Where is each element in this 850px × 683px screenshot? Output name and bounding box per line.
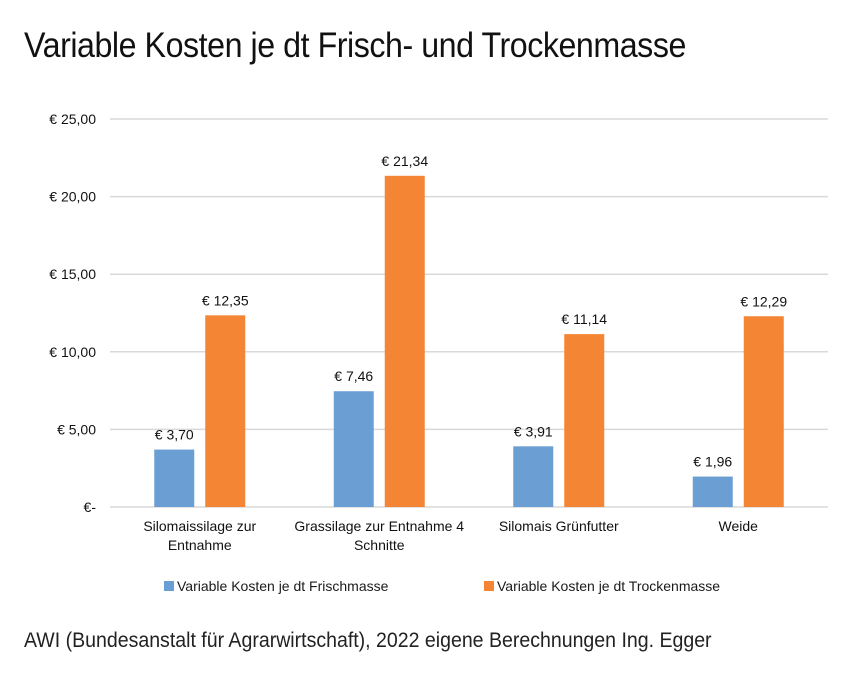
bar	[743, 316, 784, 507]
legend-swatch-frischmasse	[164, 581, 174, 591]
legend-item-frischmasse: Variable Kosten je dt Frischmasse	[164, 578, 388, 594]
y-tick-label: € 10,00	[49, 344, 96, 360]
bars	[154, 175, 784, 507]
legend-item-trockenmasse: Variable Kosten je dt Trockenmasse	[484, 578, 720, 594]
y-axis-ticks: €- € 5,00 € 10,00 € 15,00 € 20,00 € 25,00	[49, 111, 96, 515]
bar	[692, 476, 733, 507]
category-label: Silomais Grünfutter	[499, 518, 619, 534]
y-tick-label: € 15,00	[49, 266, 96, 282]
data-label: € 7,46	[334, 368, 373, 384]
legend-swatch-trockenmasse	[484, 581, 494, 591]
legend-label-frischmasse: Variable Kosten je dt Frischmasse	[177, 578, 389, 594]
bar-chart: €- € 5,00 € 10,00 € 15,00 € 20,00 € 25,00 € 3…	[49, 111, 828, 553]
category-label: Entnahme	[168, 537, 232, 553]
data-label: € 12,29	[740, 293, 787, 309]
y-tick-label: €-	[84, 499, 97, 515]
y-tick-label: € 25,00	[49, 111, 96, 127]
chart-title: Variable Kosten je dt Frisch- und Trocke…	[24, 26, 686, 65]
bar	[384, 175, 425, 507]
legend-label-trockenmasse: Variable Kosten je dt Trockenmasse	[497, 578, 721, 594]
bar	[154, 449, 195, 507]
category-label: Schnitte	[354, 537, 405, 553]
data-label: € 21,34	[381, 153, 428, 169]
source-note: AWI (Bundesanstalt für Agrarwirtschaft),…	[24, 629, 712, 652]
data-label: € 3,70	[155, 427, 194, 443]
bar	[513, 446, 554, 507]
y-tick-label: € 20,00	[49, 189, 96, 205]
category-label: Weide	[719, 518, 759, 534]
bar	[564, 334, 605, 507]
y-tick-label: € 5,00	[57, 421, 96, 437]
data-label: € 3,91	[514, 423, 553, 439]
data-label: € 1,96	[693, 454, 732, 470]
category-labels: Silomaissilage zur Entnahme Grassilage zur…	[143, 518, 758, 553]
category-label: Grassilage zur Entnahme 4	[294, 518, 464, 534]
data-label: € 11,14	[561, 311, 607, 327]
legend: Variable Kosten je dt Frischmasse Variab…	[0, 578, 850, 602]
category-label: Silomaissilage zur	[143, 518, 256, 534]
data-labels: € 3,70 € 12,35 € 7,46 € 21,34 € 3,91 € 11,14 €…	[155, 153, 788, 470]
bar	[333, 391, 374, 507]
bar	[205, 315, 246, 507]
data-label: € 12,35	[202, 292, 249, 308]
